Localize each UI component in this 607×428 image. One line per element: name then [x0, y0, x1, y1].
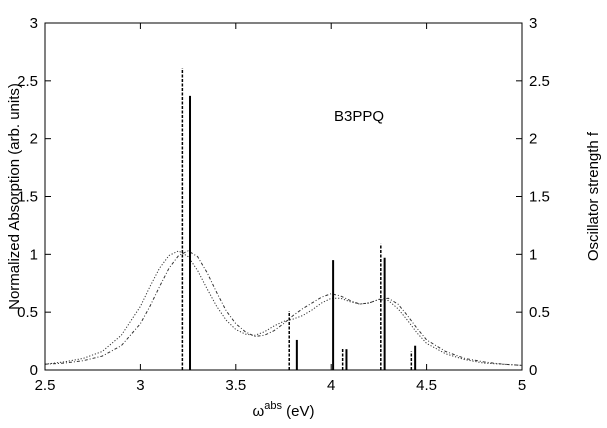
- y2-tick-label: 1.5: [529, 189, 550, 206]
- x-axis-title: ωabs (eV): [253, 400, 315, 420]
- x-tick-label: 3: [136, 377, 144, 394]
- x-tick-label: 5: [518, 377, 526, 394]
- plot-frame: [44, 22, 523, 371]
- plot-area: [44, 68, 523, 370]
- x-axis-title-sup: abs: [264, 400, 282, 412]
- y-tick-label: 2.5: [17, 73, 38, 90]
- y2-tick-label: 0: [529, 362, 537, 379]
- absorption-curve-1: [44, 250, 523, 366]
- y-tick-label: 2: [30, 131, 38, 148]
- y-axis-title: Normalized Absorption (arb. units): [6, 83, 23, 310]
- x-tick-label: 4: [327, 377, 335, 394]
- y-tick-label: 3: [30, 15, 38, 32]
- y2-tick-label: 1: [529, 246, 537, 263]
- axis-ticks: [44, 22, 523, 371]
- x-tick-label: 3.5: [225, 377, 246, 394]
- y-tick-label: 0: [30, 362, 38, 379]
- y-tick-label: 1: [30, 246, 38, 263]
- x-axis-title-main: ω: [253, 403, 265, 420]
- y2-tick-label: 0.5: [529, 304, 550, 321]
- x-tick-label: 2.5: [35, 377, 56, 394]
- absorption-curve-2: [44, 250, 523, 366]
- y-tick-label: 0.5: [17, 304, 38, 321]
- x-tick-label: 4.5: [416, 377, 437, 394]
- y2-tick-label: 2: [529, 131, 537, 148]
- y2-tick-label: 2.5: [529, 73, 550, 90]
- y-tick-label: 1.5: [17, 189, 38, 206]
- x-axis-title-unit: (eV): [282, 403, 315, 420]
- y2-axis-title: Oscillator strength f: [585, 131, 602, 261]
- y2-tick-label: 3: [529, 15, 537, 32]
- chart-annotation: B3PPQ: [334, 108, 384, 125]
